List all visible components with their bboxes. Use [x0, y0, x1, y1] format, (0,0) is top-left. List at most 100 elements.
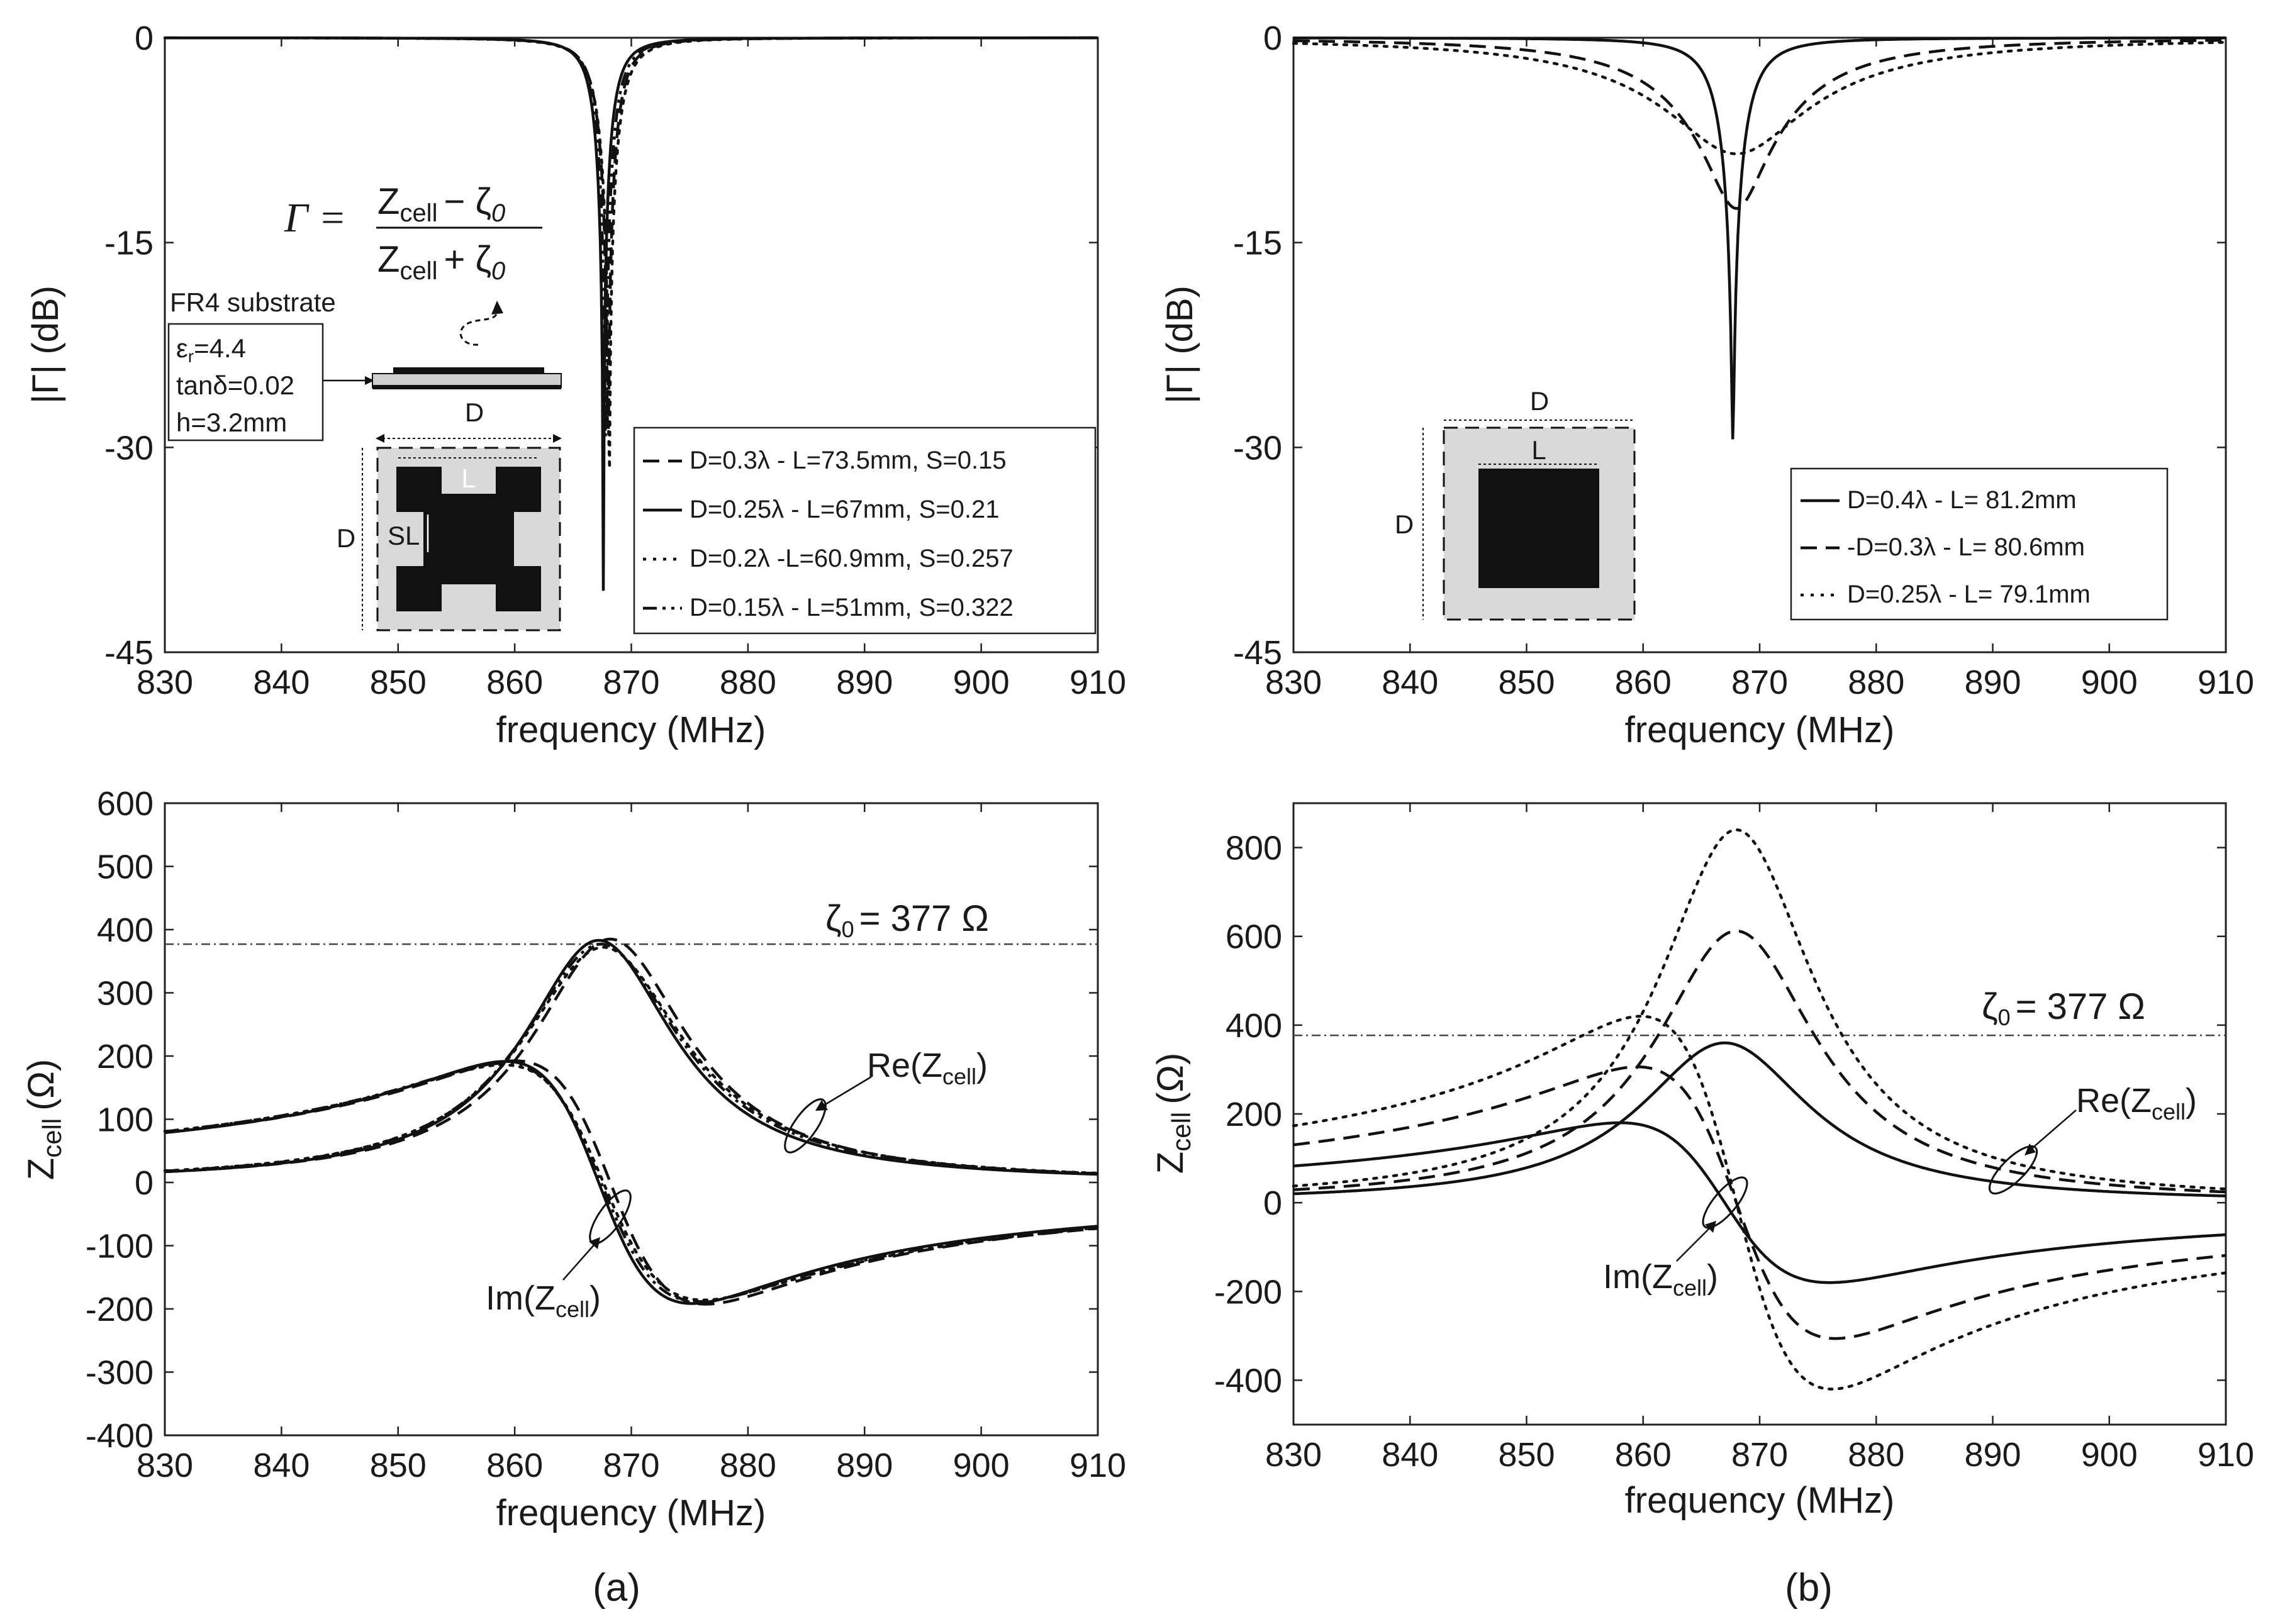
patch-center — [442, 512, 496, 566]
x-tick-label: 890 — [1964, 1436, 2021, 1474]
y-tick-label: 0 — [1263, 19, 1282, 57]
series-line — [164, 1059, 1098, 1306]
x-tick-label: 850 — [370, 1447, 427, 1484]
re-arrow — [820, 1076, 872, 1108]
im-label: Im(Zcell) — [486, 1279, 601, 1322]
series-line — [1292, 828, 2228, 1191]
y-tick-label: 200 — [97, 1038, 154, 1076]
substrate-arrowhead — [365, 376, 374, 385]
dim-d-side: D — [337, 523, 355, 553]
y-tick-label: 200 — [1226, 1096, 1282, 1133]
y-tick-label: -200 — [1214, 1273, 1282, 1311]
x-tick-label: 900 — [953, 1447, 1010, 1484]
x-tick-label: 880 — [1848, 1436, 1904, 1474]
im-arrow — [562, 1242, 597, 1281]
x-tick-label: 860 — [486, 1447, 543, 1484]
re-arrowhead — [2025, 1143, 2036, 1155]
substrate-height: h=3.2mm — [176, 408, 287, 437]
legend-entries: D=0.4λ - L= 81.2mm -D=0.3λ - L= 80.6mm D=0… — [1801, 486, 2091, 608]
x-tick-label: 860 — [1615, 664, 1672, 701]
series-line — [164, 938, 1098, 1176]
im-label: Im(Zcell) — [1603, 1258, 1718, 1301]
x-tick-label: 830 — [137, 664, 193, 701]
x-tick-label: 880 — [720, 664, 776, 701]
series-line — [1292, 1015, 2228, 1391]
x-axis-label: frequency (MHz) — [1625, 1480, 1895, 1521]
legend: D=0.4λ - L= 81.2mm -D=0.3λ - L= 80.6mm D=0… — [1790, 467, 2169, 621]
re-marker-ellipse — [1988, 1145, 2038, 1195]
substrate-title: FR4 substrate — [170, 287, 336, 317]
series-group — [1292, 36, 2228, 440]
dim-d-top: D — [1530, 386, 1549, 416]
series-line — [1293, 38, 2226, 210]
chart-b-bottom: 830 840 850 860 870 880 890 900 910 800 600 400 200 0… — [1150, 802, 2254, 1521]
legend-label: D=0.25λ - L= 79.1mm — [1847, 581, 2091, 608]
tick-group: 830 840 850 860 870 880 890 900 910 0 -15 -30 -45 — [104, 19, 1126, 701]
legend-label: D=0.3λ - L=73.5mm, S=0.15 — [690, 447, 1007, 474]
x-tick-label: 880 — [720, 1447, 776, 1484]
x-tick-label: 910 — [1070, 664, 1126, 701]
x-tick-label: 910 — [2198, 1436, 2254, 1474]
dim-l: L — [1531, 435, 1546, 465]
x-tick-label: 890 — [1964, 664, 2021, 701]
re-label: Re(Zcell) — [867, 1047, 988, 1089]
x-axis-label: frequency (MHz) — [1625, 709, 1895, 750]
legend-entries: D=0.3λ - L=73.5mm, S=0.15 D=0.25λ - L=67m… — [643, 447, 1014, 621]
y-tick-label: 600 — [97, 785, 154, 823]
x-tick-label: 910 — [1070, 1447, 1126, 1484]
x-tick-label: 880 — [1848, 664, 1904, 701]
chart-a-bottom: 830 840 850 860 870 880 890 900 910 600 500 400 300 2… — [21, 785, 1126, 1533]
cross-patch — [396, 467, 541, 611]
y-tick-label: 400 — [1226, 1007, 1282, 1045]
substrate-inset: FR4 substrate εr=4.4 tanδ=0.02 h=3.2mm — [167, 287, 562, 442]
x-tick-label: 900 — [953, 664, 1010, 701]
x-tick-label: 870 — [1731, 1436, 1788, 1474]
panel-label-a: (a) — [593, 1566, 640, 1610]
patch-arm — [442, 566, 496, 584]
patch-corner — [496, 566, 541, 611]
im-marker-ellipse — [1702, 1176, 1748, 1229]
x-tick-label: 910 — [2198, 664, 2254, 701]
patch-corner — [396, 566, 442, 611]
y-tick-label: 500 — [97, 848, 154, 886]
y-tick-label: 300 — [97, 975, 154, 1013]
x-tick-label: 860 — [486, 664, 543, 701]
series-line — [1293, 1041, 2226, 1198]
y-tick-label: 600 — [1226, 918, 1282, 956]
series-line — [163, 1063, 1100, 1302]
x-tick-label: 890 — [836, 1447, 893, 1484]
re-label: Re(Zcell) — [2076, 1082, 2197, 1125]
im-arrowhead — [589, 1237, 600, 1249]
square-patch-inset: D L D — [1395, 386, 1636, 621]
patch-corner — [396, 467, 442, 512]
formula-denominator: Zcell + ζ0 — [377, 239, 505, 285]
legend-label: -D=0.3λ - L= 80.6mm — [1847, 533, 2085, 561]
reference-line-label: ζ0 = 377 Ω — [1982, 986, 2145, 1030]
y-tick-label: -200 — [86, 1291, 154, 1328]
legend-label: D=0.15λ - L=51mm, S=0.322 — [690, 594, 1014, 621]
series-line — [163, 945, 1100, 1175]
unit-cell-inset: D L SL D — [337, 398, 562, 631]
x-axis-label: frequency (MHz) — [496, 1493, 766, 1533]
substrate-tan-delta: tanδ=0.02 — [176, 370, 294, 400]
re-arrowhead — [815, 1100, 828, 1111]
im-arrowhead — [1705, 1221, 1716, 1233]
y-tick-label: 0 — [135, 1164, 154, 1202]
chart-a-top: 830 840 850 860 870 880 890 900 910 0 -15 -30 -45 fr… — [25, 19, 1126, 750]
x-tick-label: 870 — [603, 1447, 659, 1484]
y-tick-label: -15 — [104, 225, 154, 262]
series-group — [1292, 828, 2228, 1391]
y-tick-label: 100 — [97, 1101, 154, 1139]
y-axis-label: |Γ| (dB) — [1159, 286, 1200, 404]
reference-line-label: ζ0 = 377 Ω — [825, 898, 989, 942]
gamma-formula: Γ = Zcell − ζ0 Zcell + ζ0 — [284, 181, 542, 285]
x-tick-label: 840 — [1382, 1436, 1438, 1474]
x-tick-label: 830 — [1265, 664, 1322, 701]
x-tick-label: 860 — [1615, 1436, 1672, 1474]
square-patch — [1478, 469, 1599, 588]
y-tick-label: -400 — [1214, 1362, 1282, 1399]
series-line — [1293, 36, 2226, 440]
dim-l: L — [461, 464, 476, 493]
series-line — [164, 1062, 1098, 1303]
